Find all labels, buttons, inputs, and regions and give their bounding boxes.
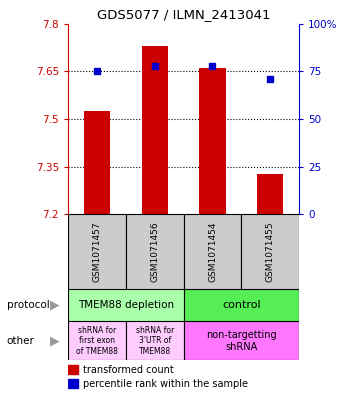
Text: ▶: ▶ — [50, 334, 59, 347]
Bar — [68, 379, 79, 388]
Bar — [142, 46, 168, 214]
Title: GDS5077 / ILMN_2413041: GDS5077 / ILMN_2413041 — [97, 8, 270, 21]
Text: protocol: protocol — [7, 300, 50, 310]
Bar — [200, 68, 225, 214]
Text: ▶: ▶ — [50, 298, 59, 312]
Text: GSM1071457: GSM1071457 — [92, 221, 101, 282]
Bar — [184, 321, 299, 360]
Text: control: control — [222, 300, 261, 310]
Bar — [184, 214, 241, 289]
Text: GSM1071454: GSM1071454 — [208, 221, 217, 282]
Bar — [184, 289, 299, 321]
Bar — [126, 321, 184, 360]
Bar — [68, 289, 184, 321]
Bar — [68, 365, 79, 374]
Bar — [84, 111, 110, 214]
Text: shRNA for
first exon
of TMEM88: shRNA for first exon of TMEM88 — [76, 326, 118, 356]
Bar — [68, 321, 126, 360]
Bar — [241, 214, 299, 289]
Bar — [257, 174, 283, 214]
Text: percentile rank within the sample: percentile rank within the sample — [83, 379, 248, 389]
Text: shRNA for
3'UTR of
TMEM88: shRNA for 3'UTR of TMEM88 — [136, 326, 174, 356]
Text: GSM1071455: GSM1071455 — [266, 221, 275, 282]
Text: non-targetting
shRNA: non-targetting shRNA — [206, 330, 277, 351]
Bar — [68, 214, 126, 289]
Text: GSM1071456: GSM1071456 — [150, 221, 159, 282]
Bar — [126, 214, 184, 289]
Text: other: other — [7, 336, 35, 346]
Text: transformed count: transformed count — [83, 365, 174, 375]
Text: TMEM88 depletion: TMEM88 depletion — [78, 300, 174, 310]
